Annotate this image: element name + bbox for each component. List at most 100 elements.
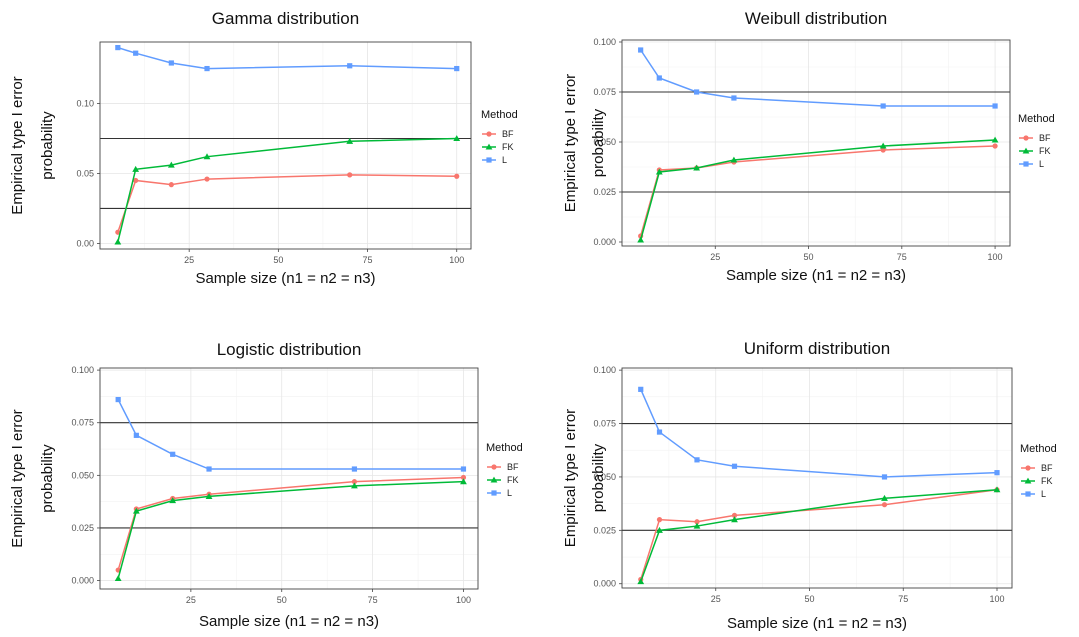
data-point-bf [351,479,358,485]
chart-title: Weibull distribution [745,9,887,28]
data-point-l [170,451,176,457]
legend-item-fk: FK [482,142,514,152]
series-l [115,396,467,472]
chart-title: Logistic distribution [217,340,362,359]
legend-item-l: L [1021,489,1046,499]
data-point-l [347,63,353,69]
y-axis-label: Empirical type I error [9,409,26,547]
plot-background [100,368,478,589]
series-l [638,386,1000,480]
data-point-bf [656,517,663,523]
x-tick-label: 25 [186,595,196,605]
legend-label: BF [1039,133,1051,143]
data-point-l [731,95,737,101]
data-point-fk [114,575,122,582]
legend-key-marker [1024,477,1032,484]
legend-key-marker [1022,147,1030,154]
chart-title: Gamma distribution [212,9,359,28]
data-point-l [694,457,700,463]
legend-key-marker [1023,161,1029,167]
data-point-fk [453,135,461,142]
data-point-fk [637,236,645,243]
series-line-l [117,46,457,70]
data-point-fk [693,522,701,529]
x-tick-label: 25 [711,594,721,604]
legend-key-marker [486,131,492,137]
y-tick-label: 0.000 [593,579,616,589]
legend-label: L [507,488,512,498]
y-axis-label: probability [590,108,607,177]
data-point-bf [168,182,174,188]
data-point-fk [693,164,701,171]
legend-label: BF [502,129,514,139]
data-point-fk [993,486,1001,493]
series-fk [114,478,467,582]
legend-key-marker [491,490,497,496]
legend-title: Method [1018,113,1055,125]
data-point-l [881,474,888,480]
legend-item-bf: BF [482,129,514,139]
data-point-l [694,89,700,95]
data-point-l [731,463,738,469]
data-point-bf [694,519,700,525]
x-tick-label: 50 [804,594,814,604]
legend-key-marker [485,143,493,150]
legend-item-l: L [487,488,512,498]
data-point-bf [460,474,467,481]
legend-item-fk: FK [1021,476,1053,486]
y-tick-label: 0.05 [76,168,94,178]
legend-label: L [502,155,507,165]
data-point-fk [881,494,888,501]
legend-key-marker [486,157,492,163]
data-point-l [994,470,1000,476]
data-point-bf [133,177,139,184]
series-line-bf [117,174,457,233]
y-tick-label: 0.00 [76,238,94,248]
legend-key-marker [1025,465,1031,471]
plot-background [100,42,471,249]
data-point-bf [115,229,121,235]
x-axis-label: Sample size (n1 = n2 = n3) [195,270,375,287]
legend-item-l: L [1019,159,1044,169]
data-point-l [115,44,121,51]
data-point-fk [730,156,738,163]
data-point-fk [114,238,122,245]
data-point-fk [132,507,140,514]
data-point-l [454,65,460,72]
series-bf [115,172,460,235]
data-point-fk [132,165,140,172]
y-tick-label: 0.050 [593,137,616,147]
data-point-fk [637,578,645,585]
data-point-fk [346,137,354,144]
data-point-fk [203,153,211,160]
chart-title: Uniform distribution [744,339,890,358]
x-tick-label: 75 [363,255,373,265]
data-point-fk [655,168,663,175]
plot-border [99,367,479,590]
data-point-bf [454,173,460,179]
x-tick-label: 50 [277,595,287,605]
legend-label: FK [502,142,514,152]
legend: Method BF FK L [481,109,518,165]
y-axis-label: Empirical type I error [9,76,26,214]
data-point-l [460,466,467,472]
legend-item-fk: FK [1019,146,1051,156]
x-tick-label: 50 [804,252,814,262]
data-point-l [638,386,644,392]
legend-key-marker [490,476,498,483]
data-point-fk [169,497,177,504]
series-bf [638,487,1000,583]
legend-key-marker [1025,491,1031,497]
legend: Method BF FK L [1020,443,1057,499]
data-point-fk [460,478,467,485]
data-point-bf [347,172,353,178]
x-tick-label: 75 [898,594,908,604]
legend-item-bf: BF [1021,463,1053,473]
y-tick-label: 0.10 [76,99,94,109]
data-point-bf [881,502,888,508]
data-point-fk [656,526,663,533]
x-tick-label: 100 [989,594,1004,604]
plot-border [621,367,1013,589]
series-line-fk [639,139,996,241]
